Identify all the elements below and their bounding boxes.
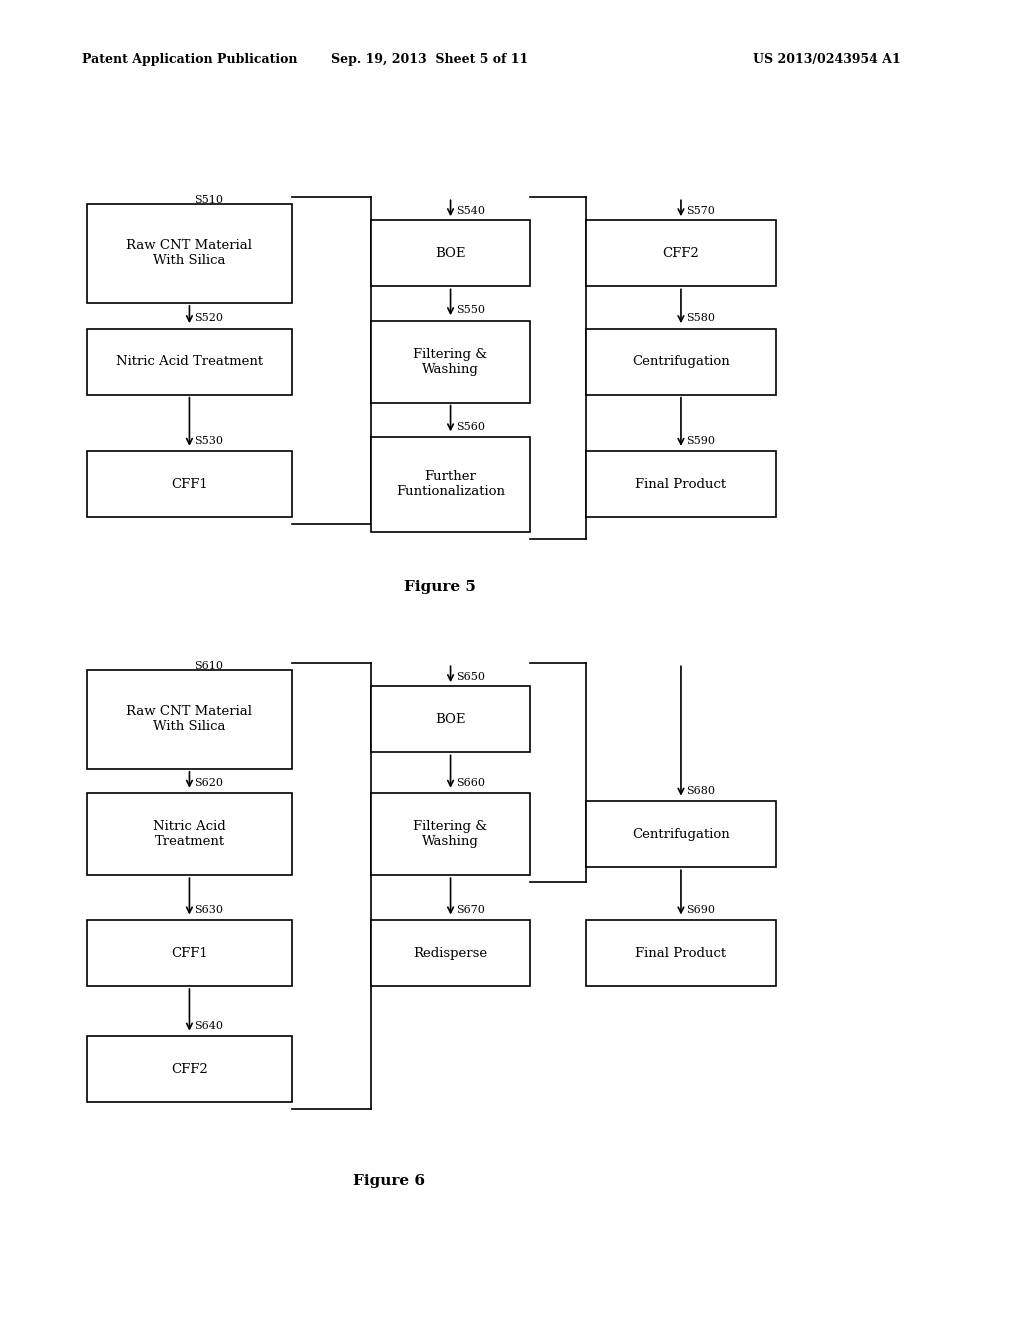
Text: S660: S660	[456, 777, 484, 788]
FancyBboxPatch shape	[586, 801, 776, 867]
FancyBboxPatch shape	[586, 920, 776, 986]
Text: Figure 5: Figure 5	[404, 581, 476, 594]
Text: Filtering &
Washing: Filtering & Washing	[414, 820, 487, 849]
Text: S650: S650	[456, 672, 484, 682]
FancyBboxPatch shape	[87, 205, 292, 302]
Text: S590: S590	[686, 436, 715, 446]
Text: US 2013/0243954 A1: US 2013/0243954 A1	[754, 53, 901, 66]
Text: CFF2: CFF2	[663, 247, 699, 260]
Text: CFF1: CFF1	[171, 478, 208, 491]
Text: S630: S630	[195, 904, 223, 915]
Text: S520: S520	[195, 313, 223, 323]
FancyBboxPatch shape	[586, 451, 776, 517]
Text: S540: S540	[456, 206, 484, 216]
Text: BOE: BOE	[435, 247, 466, 260]
Text: Final Product: Final Product	[636, 478, 726, 491]
Text: CFF2: CFF2	[171, 1063, 208, 1076]
FancyBboxPatch shape	[586, 220, 776, 286]
FancyBboxPatch shape	[371, 321, 530, 403]
Text: Final Product: Final Product	[636, 946, 726, 960]
Text: S560: S560	[456, 421, 484, 432]
Text: Further
Funtionalization: Further Funtionalization	[396, 470, 505, 499]
FancyBboxPatch shape	[87, 451, 292, 517]
FancyBboxPatch shape	[87, 920, 292, 986]
Text: Centrifugation: Centrifugation	[632, 828, 730, 841]
Text: S530: S530	[195, 436, 223, 446]
FancyBboxPatch shape	[371, 686, 530, 752]
Text: Sep. 19, 2013  Sheet 5 of 11: Sep. 19, 2013 Sheet 5 of 11	[332, 53, 528, 66]
FancyBboxPatch shape	[371, 920, 530, 986]
Text: Raw CNT Material
With Silica: Raw CNT Material With Silica	[126, 705, 253, 734]
Text: S610: S610	[195, 660, 223, 671]
FancyBboxPatch shape	[87, 329, 292, 395]
Text: S550: S550	[456, 305, 484, 315]
Text: S670: S670	[456, 904, 484, 915]
Text: Centrifugation: Centrifugation	[632, 355, 730, 368]
Text: S620: S620	[195, 777, 223, 788]
Text: BOE: BOE	[435, 713, 466, 726]
FancyBboxPatch shape	[586, 329, 776, 395]
Text: Nitric Acid Treatment: Nitric Acid Treatment	[116, 355, 263, 368]
FancyBboxPatch shape	[87, 793, 292, 875]
Text: Raw CNT Material
With Silica: Raw CNT Material With Silica	[126, 239, 253, 268]
FancyBboxPatch shape	[371, 220, 530, 286]
FancyBboxPatch shape	[87, 1036, 292, 1102]
Text: Figure 6: Figure 6	[353, 1175, 425, 1188]
Text: S680: S680	[686, 785, 715, 796]
Text: S690: S690	[686, 904, 715, 915]
Text: Filtering &
Washing: Filtering & Washing	[414, 347, 487, 376]
Text: S580: S580	[686, 313, 715, 323]
Text: Patent Application Publication: Patent Application Publication	[82, 53, 297, 66]
Text: S570: S570	[686, 206, 715, 216]
FancyBboxPatch shape	[371, 437, 530, 532]
Text: S510: S510	[195, 194, 223, 205]
Text: Redisperse: Redisperse	[414, 946, 487, 960]
Text: S640: S640	[195, 1020, 223, 1031]
FancyBboxPatch shape	[371, 793, 530, 875]
Text: Nitric Acid
Treatment: Nitric Acid Treatment	[153, 820, 226, 849]
FancyBboxPatch shape	[87, 671, 292, 768]
Text: CFF1: CFF1	[171, 946, 208, 960]
